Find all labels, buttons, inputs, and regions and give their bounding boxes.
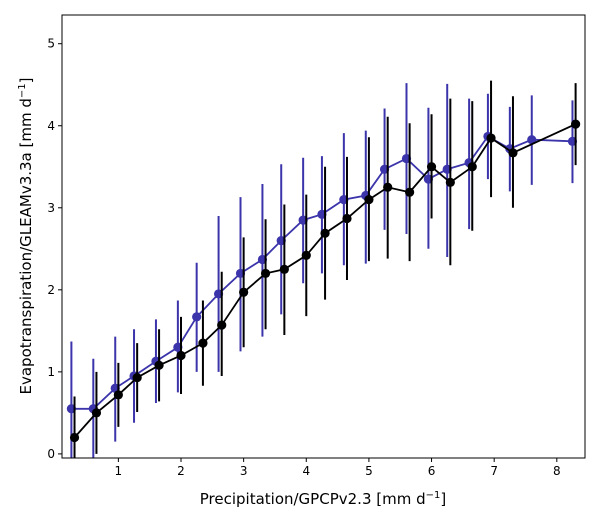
y-axis-label-end: ] [17,78,35,84]
data-point [301,250,311,260]
y-tick-label: 4 [47,119,55,133]
data-point [69,432,80,443]
y-axis-label-main: Evapotranspiration/GLEAMv3.3a [mm d [17,98,35,394]
data-point [426,162,437,172]
axes: 1 2 3 4 5 6 7 8 0 1 2 3 4 5 [47,14,586,478]
x-tick-label: 3 [240,464,248,478]
data-point [445,177,455,187]
y-axis-label-sup: −1 [17,83,28,98]
x-tick-label: 6 [428,464,436,478]
data-point [154,360,164,370]
plot-frame [61,14,586,459]
series-2 [69,80,581,458]
x-axis-label: Precipitation/GPCPv2.3 [mm d−1] [200,490,446,508]
data-point [279,264,289,274]
data-point [383,182,393,192]
data-point [132,373,142,383]
y-axis-label: Evapotranspiration/GLEAMv3.3a [mm d−1] [17,78,35,395]
y-tick-label: 5 [47,37,55,51]
y-tick-label: 0 [47,447,55,461]
data-point [320,228,330,238]
data-point [260,268,271,279]
data-point [508,148,518,158]
x-tick-label: 8 [553,464,561,478]
x-tick-label: 2 [177,464,185,478]
data-point [364,194,374,205]
data-point [467,162,477,172]
data-point [405,187,415,197]
y-tick-label: 2 [47,283,55,297]
x-tick-label: 5 [365,464,373,478]
y-tick-label: 1 [47,365,55,379]
x-tick-label: 7 [490,464,498,478]
x-axis-label-end: ] [440,490,446,508]
x-axis-label-main: Precipitation/GPCPv2.3 [mm d [200,490,426,508]
data-point [113,390,123,400]
data-point [176,350,186,361]
data-point [571,119,581,129]
x-tick-label: 1 [115,464,123,478]
plot-area [66,80,581,458]
data-point [486,133,496,143]
data-point [342,213,352,224]
x-tick-label: 4 [302,464,310,478]
y-tick-label: 3 [47,201,55,215]
data-point [192,312,202,322]
data-point [239,287,249,297]
series-1 [66,83,578,458]
data-point [217,320,227,330]
data-point [527,135,537,145]
data-point [91,408,102,418]
data-point [198,338,208,348]
x-axis-label-sup: −1 [426,490,441,501]
